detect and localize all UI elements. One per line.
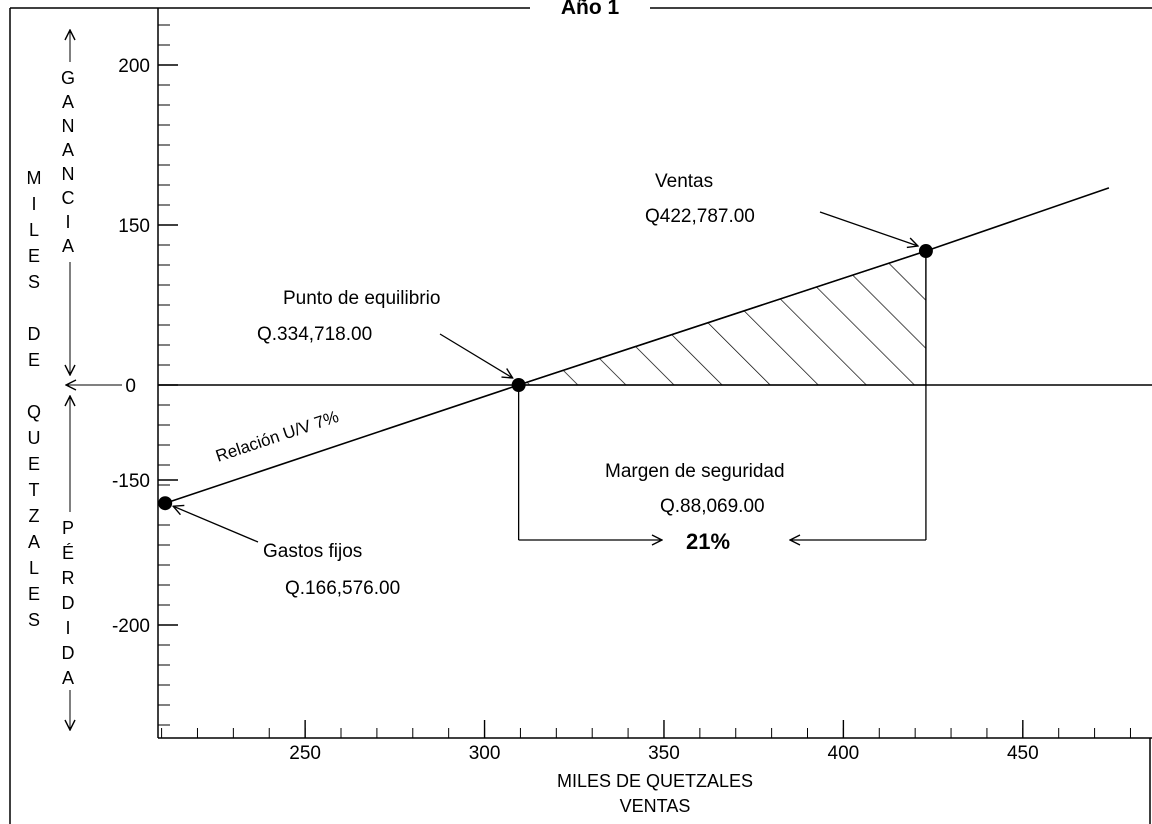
annotation-percent: 21%: [686, 529, 730, 554]
annotation-text: Q.166,576.00: [285, 578, 400, 599]
chart-title: Año 1: [561, 0, 620, 19]
y-tick-label: 200: [118, 56, 150, 77]
annotation-arrow: [173, 506, 259, 543]
annotation-title: Margen de seguridad: [605, 461, 785, 482]
x-tick-label: 400: [828, 743, 860, 764]
annotation-arrow: [819, 211, 918, 246]
annotation-text: Q422,787.00: [645, 206, 755, 227]
annotation-title: Punto de equilibrio: [283, 288, 440, 309]
x-tick-label: 450: [1007, 743, 1039, 764]
annotation-text: Q.88,069.00: [660, 496, 765, 517]
x-tick-label: 250: [289, 743, 321, 764]
annotation-text: Q.334,718.00: [257, 324, 372, 345]
title-bg: [530, 0, 650, 20]
y-tick-label: 150: [118, 216, 150, 237]
line: [164, 187, 1110, 504]
line-label: Relación U/V 7%: [213, 407, 341, 466]
y-axis-label-bottom: PÉRDIDA: [58, 518, 78, 693]
annotation-title: Ventas: [655, 171, 713, 192]
y-tick-label: -200: [112, 616, 150, 637]
y-axis-label: MILES DE QUETZALES: [24, 168, 44, 636]
x-axis-label: VENTAS: [620, 796, 691, 816]
y-tick-label: 0: [125, 376, 136, 397]
x-tick-label: 300: [469, 743, 501, 764]
annotation-arrow: [439, 333, 513, 378]
x-axis-label: MILES DE QUETZALES: [557, 771, 753, 791]
point: [158, 496, 173, 511]
y-axis-label-top: GANANCIA: [58, 68, 78, 260]
y-tick-label: -150: [112, 471, 150, 492]
annotation-title: Gastos fijos: [263, 541, 362, 562]
x-tick-label: 350: [648, 743, 680, 764]
